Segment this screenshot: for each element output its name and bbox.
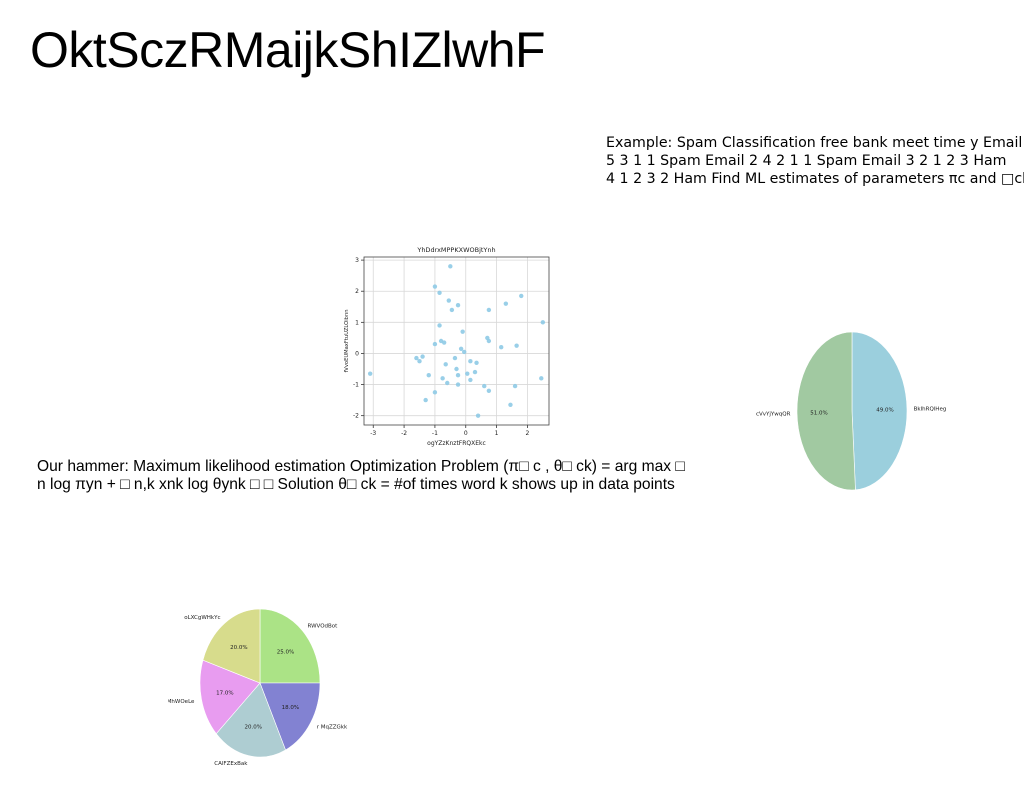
scatter-point xyxy=(472,369,478,375)
pie-slice-label: oLXCgWHkYc xyxy=(184,615,220,621)
pie-pct-label: 20.0% xyxy=(230,645,247,651)
scatter-point xyxy=(499,345,504,350)
hammer-line: Our hammer: Maximum likelihood estimatio… xyxy=(37,458,685,475)
scatter-point xyxy=(503,301,509,306)
y-tick-label: 2 xyxy=(355,288,359,295)
pie-pct-label: 25.0% xyxy=(277,650,294,656)
scatter-point xyxy=(449,307,455,313)
scatter-point xyxy=(514,343,519,348)
pie-slice xyxy=(199,659,261,735)
pie-pct-label: 20.0% xyxy=(245,725,262,731)
scatter-point xyxy=(446,298,451,303)
scatter-point xyxy=(455,373,461,378)
pie-slice xyxy=(215,682,286,758)
scatter-point xyxy=(455,303,461,308)
pie-slice-label: RWVOdBot xyxy=(308,623,339,629)
scatter-point xyxy=(468,377,473,383)
pie-pct-label: 17.0% xyxy=(216,691,233,697)
pie-slice-label: MhWOeLe xyxy=(168,699,195,705)
x-tick-label: -2 xyxy=(401,430,407,437)
scatter-point xyxy=(460,329,465,334)
x-tick-label: 0 xyxy=(464,430,468,437)
scatter-point xyxy=(432,341,438,347)
scatter-point xyxy=(441,340,447,345)
x-axis-label: ogYZzKnztFRQXEkc xyxy=(427,440,486,447)
example-line: 4 1 2 3 2 Ham Find ML estimates of param… xyxy=(606,171,1024,187)
scatter-point xyxy=(455,382,461,387)
pie-pct-label: 49.0% xyxy=(876,408,893,414)
y-tick-label: -2 xyxy=(353,413,359,420)
scatter-point xyxy=(486,388,492,393)
scatter-point xyxy=(426,373,431,378)
y-tick-label: 0 xyxy=(355,350,359,357)
pie-slice xyxy=(202,608,261,684)
scatter-point xyxy=(452,355,458,361)
pie-slice xyxy=(796,331,856,491)
example-text-block: Example: Spam Classification free bank m… xyxy=(606,134,1024,188)
y-tick-label: 1 xyxy=(355,319,359,326)
scatter-point xyxy=(454,366,459,372)
x-tick-label: 2 xyxy=(526,430,530,437)
scatter-point xyxy=(540,320,546,325)
scatter-point xyxy=(475,413,481,418)
scatter-point xyxy=(468,359,473,364)
x-tick-label: -1 xyxy=(432,430,438,437)
scatter-point xyxy=(519,293,524,299)
scatter-point xyxy=(448,264,453,269)
hammer-line: n log πyn + □ n,k xnk log θynk □ □ Solut… xyxy=(37,476,675,493)
pie-slice-label: CAlFZExBak xyxy=(214,761,248,767)
scatter-point xyxy=(440,376,445,381)
pie-slice-label: BkIhRQlHeg xyxy=(914,406,947,412)
example-line: Example: Spam Classification free bank m… xyxy=(606,135,1023,151)
x-tick-label: -3 xyxy=(370,430,376,437)
scatter-point xyxy=(432,390,438,395)
pie-pct-label: 51.0% xyxy=(810,410,827,416)
example-line: 5 3 1 1 Spam Email 2 4 2 1 1 Spam Email … xyxy=(606,153,1007,169)
scatter-chart: -3 -2 -1 0 1 2 -2 -1 0 1 2 3 YhDdrxMPPKXWOBjtYnh ogYZ… xyxy=(344,246,550,447)
pie-slice-label: cVvYjYwqQR xyxy=(756,412,791,418)
plot-frame xyxy=(363,256,550,426)
scatter-point xyxy=(462,349,467,355)
scatter-point xyxy=(458,346,464,351)
scatter-point xyxy=(432,284,438,289)
pie-slice xyxy=(259,682,321,751)
pie-chart-two-slice: 49.0% BkIhRQlHeg 51.0% cVvYjYwqQR xyxy=(756,331,947,491)
pie-slice xyxy=(851,331,908,491)
scatter-point xyxy=(539,376,544,381)
hammer-text-block: Our hammer: Maximum likelihood estimatio… xyxy=(37,458,707,494)
pie-pct-label: 18.0% xyxy=(282,705,299,711)
scatter-point xyxy=(474,360,479,365)
y-axis-label: fVvoEUMaxFtuUZLOibnn xyxy=(344,309,350,372)
pie-slice-label: r MqZZGkk xyxy=(317,725,348,731)
scatter-point xyxy=(414,355,419,361)
scatter-point xyxy=(417,359,422,364)
chart-title: YhDdrxMPPKXWOBjtYnh xyxy=(416,246,495,254)
scatter-point xyxy=(437,290,442,295)
scatter-point xyxy=(445,380,450,386)
scatter-point xyxy=(512,383,518,389)
scatter-point xyxy=(508,402,513,407)
scatter-point xyxy=(443,362,448,367)
page-title: OktSczRMaijkShIZlwhF xyxy=(30,22,546,78)
pie-slice xyxy=(259,608,321,684)
x-tick-label: 1 xyxy=(495,430,499,437)
scatter-point xyxy=(367,371,373,376)
scatter-point xyxy=(482,383,487,389)
scatter-point xyxy=(423,397,428,403)
scatter-point xyxy=(420,354,425,359)
scatter-point xyxy=(486,307,492,313)
y-tick-label: -1 xyxy=(353,382,359,389)
scatter-point xyxy=(486,338,492,344)
scatter-point xyxy=(465,371,470,376)
y-tick-label: 3 xyxy=(355,257,359,264)
pie-chart-five-slice: 25.0% RWVOdBot 18.0% r MqZZGkk 20.0% CAlFZExB… xyxy=(168,608,348,767)
scatter-point xyxy=(437,323,442,328)
